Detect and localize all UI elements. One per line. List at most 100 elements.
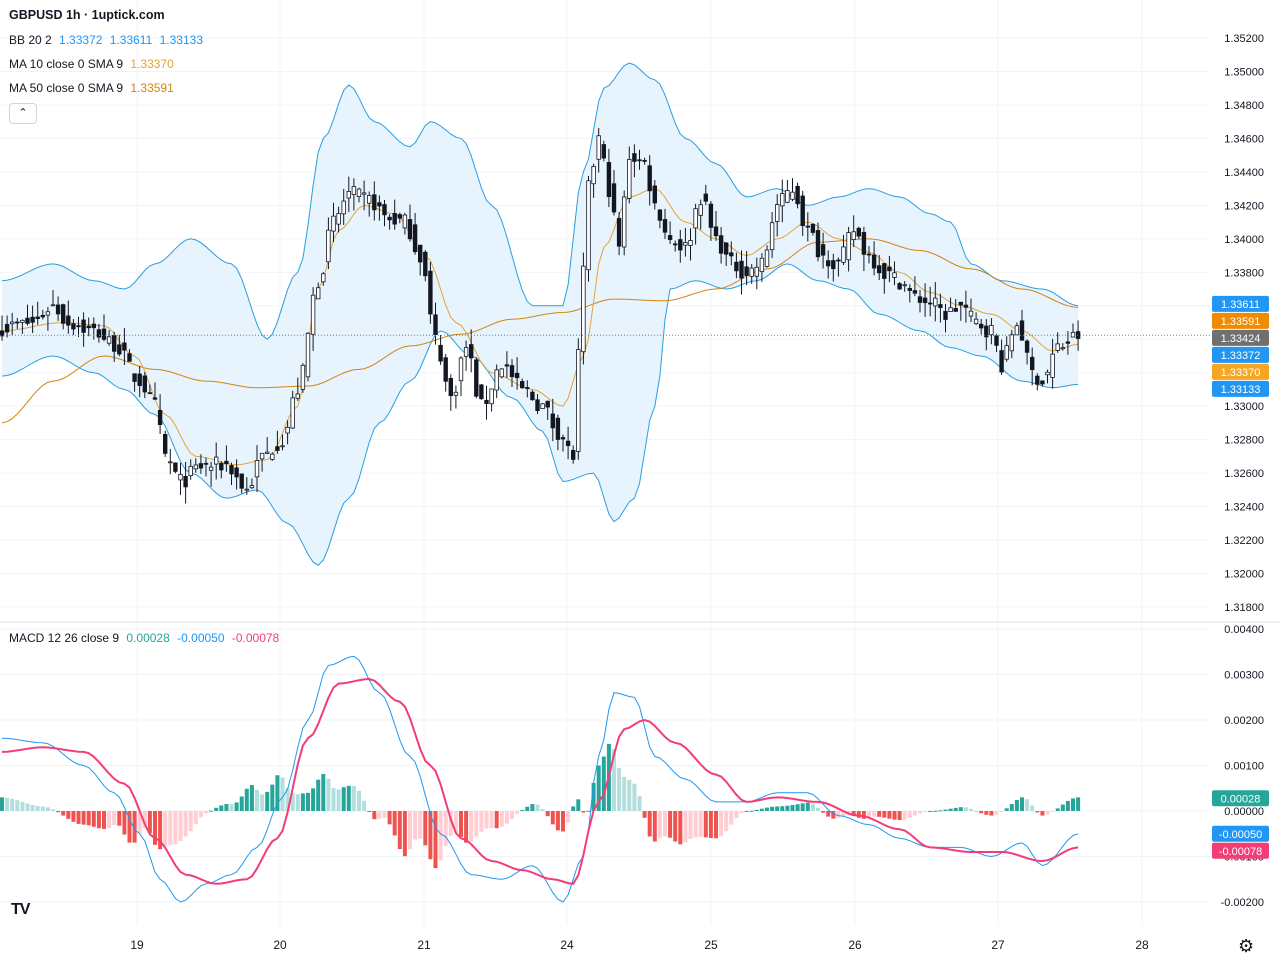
tradingview-logo-icon[interactable]: TV bbox=[11, 901, 30, 918]
macd-hist-bar bbox=[627, 779, 632, 811]
macd-hist-bar bbox=[612, 748, 616, 811]
macd-hist-bar bbox=[25, 803, 30, 811]
candle-body bbox=[81, 319, 86, 333]
macd-hist-bar bbox=[780, 806, 785, 811]
macd-hist-bar bbox=[1045, 811, 1050, 815]
macd-hist-bar bbox=[550, 811, 555, 825]
macd-hist-bar bbox=[724, 811, 729, 832]
candle-body bbox=[831, 260, 836, 270]
value-tag-text: 1.33133 bbox=[1221, 384, 1261, 396]
macd-hist-bar bbox=[71, 811, 76, 822]
macd-hist-bar bbox=[897, 811, 902, 821]
macd-hist-bar bbox=[193, 811, 198, 825]
macd-hist-bar bbox=[362, 800, 367, 811]
candle-body bbox=[627, 159, 632, 199]
macd-hist-bar bbox=[586, 810, 591, 812]
value-tag-box bbox=[1212, 329, 1269, 346]
candle-body bbox=[112, 335, 117, 352]
ma50-line bbox=[1, 238, 1079, 424]
candle-body bbox=[45, 311, 51, 316]
candle-body bbox=[861, 232, 867, 255]
ma50-legend[interactable]: MA 50 close 0 SMA 9 1.33591 bbox=[9, 81, 178, 95]
macd-hist-bar bbox=[974, 811, 979, 812]
candle-body bbox=[805, 225, 810, 228]
candle-body bbox=[198, 463, 204, 469]
candle-body bbox=[1035, 375, 1040, 385]
price-tag: 1.33591 bbox=[1212, 312, 1269, 329]
ma50-value: 1.33591 bbox=[130, 81, 174, 95]
candle-body bbox=[321, 273, 326, 283]
bb-legend[interactable]: BB 20 2 1.33372 1.33611 1.33133 bbox=[9, 33, 207, 47]
price-tick-label: 1.33000 bbox=[1224, 401, 1264, 413]
macd-hist-bar bbox=[800, 803, 805, 811]
macd-hist-bar bbox=[504, 811, 509, 824]
time-tick-label: 26 bbox=[848, 938, 862, 952]
macd-hist-bar bbox=[856, 811, 861, 818]
macd-hist-bar bbox=[45, 807, 50, 811]
candle-body bbox=[616, 218, 622, 247]
macd-hist-bar bbox=[535, 804, 540, 811]
macd-hist-bar bbox=[928, 811, 933, 812]
macd-hist-bar bbox=[1030, 805, 1035, 811]
macd-hist-bar bbox=[698, 811, 703, 838]
candle-body bbox=[234, 467, 239, 478]
candle-body bbox=[571, 450, 576, 460]
candle-body bbox=[468, 344, 474, 359]
candle-body bbox=[336, 213, 341, 225]
candle-body bbox=[877, 265, 882, 274]
price-tick-label: 1.34800 bbox=[1224, 100, 1264, 112]
candle-body bbox=[259, 452, 265, 460]
macd-hist-bar bbox=[260, 794, 265, 811]
macd-hist-bar bbox=[851, 811, 856, 817]
macd-legend[interactable]: MACD 12 26 close 9 0.00028 -0.00050 -0.0… bbox=[9, 631, 283, 645]
macd-hist-bar bbox=[229, 804, 234, 811]
price-tick-label: 1.34200 bbox=[1224, 200, 1264, 212]
macd-hist-bar bbox=[290, 792, 295, 811]
macd-hist-bar bbox=[448, 811, 453, 836]
ma10-legend[interactable]: MA 10 close 0 SMA 9 1.33370 bbox=[9, 57, 178, 71]
candle-body bbox=[494, 369, 499, 391]
macd-hist-bar bbox=[872, 811, 877, 817]
macd-hist-bar bbox=[5, 797, 10, 811]
candle-body bbox=[25, 317, 30, 324]
macd-hist-bar bbox=[275, 775, 280, 811]
candle-body bbox=[122, 342, 127, 351]
macd-hist-bar bbox=[989, 811, 994, 816]
macd-hist-bar bbox=[810, 803, 815, 811]
candle-body bbox=[351, 186, 357, 195]
candle-body bbox=[331, 215, 336, 232]
macd-hist-value: 0.00028 bbox=[126, 631, 170, 645]
candle-body bbox=[229, 465, 234, 475]
candle-body bbox=[1009, 334, 1014, 352]
candle-body bbox=[698, 204, 703, 216]
macd-hist-bar bbox=[91, 811, 96, 827]
macd-tick-label: 0.00400 bbox=[1224, 624, 1264, 636]
macd-hist-bar bbox=[642, 811, 647, 818]
macd-hist-bar bbox=[770, 806, 775, 811]
bb-lower-line bbox=[1, 263, 1079, 566]
candle-body bbox=[1040, 380, 1045, 385]
candle-body bbox=[785, 190, 790, 203]
gear-icon[interactable]: ⚙ bbox=[1238, 936, 1255, 956]
candle-body bbox=[341, 200, 346, 215]
macd-hist-bar bbox=[122, 811, 127, 835]
candle-body bbox=[917, 296, 923, 303]
macd-hist-bar bbox=[1065, 800, 1070, 811]
collapse-legend-button[interactable]: ⌃ bbox=[9, 103, 37, 124]
macd-label: MACD 12 26 close 9 bbox=[9, 631, 120, 645]
macd-tick-label: 0.00300 bbox=[1224, 670, 1264, 682]
value-tag-box bbox=[1212, 363, 1269, 380]
macd-hist-bar bbox=[112, 811, 117, 826]
macd-hist-bar bbox=[1014, 800, 1019, 811]
candle-body bbox=[106, 336, 112, 344]
macd-hist-bar bbox=[188, 811, 193, 832]
macd-hist-bar bbox=[285, 787, 290, 811]
macd-hist-bar bbox=[489, 811, 494, 829]
time-tick-label: 21 bbox=[417, 938, 431, 952]
candle-body bbox=[20, 319, 25, 323]
macd-hist-bar bbox=[958, 807, 963, 811]
macd-hist-bar bbox=[1035, 811, 1040, 813]
candle-body bbox=[871, 254, 877, 269]
candle-body bbox=[0, 330, 5, 337]
